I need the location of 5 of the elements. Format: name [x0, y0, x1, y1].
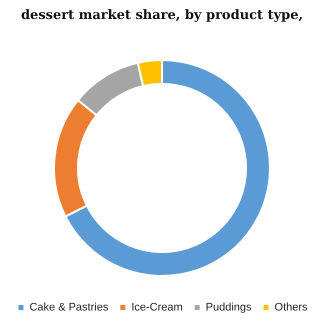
legend-label: Ice-Cream — [131, 302, 183, 314]
legend-label: Cake & Pastries — [29, 302, 109, 314]
legend-label: Puddings — [206, 302, 252, 314]
legend-label: Others — [274, 302, 308, 314]
chart-title: dessert market share, by product type, — [20, 8, 304, 23]
